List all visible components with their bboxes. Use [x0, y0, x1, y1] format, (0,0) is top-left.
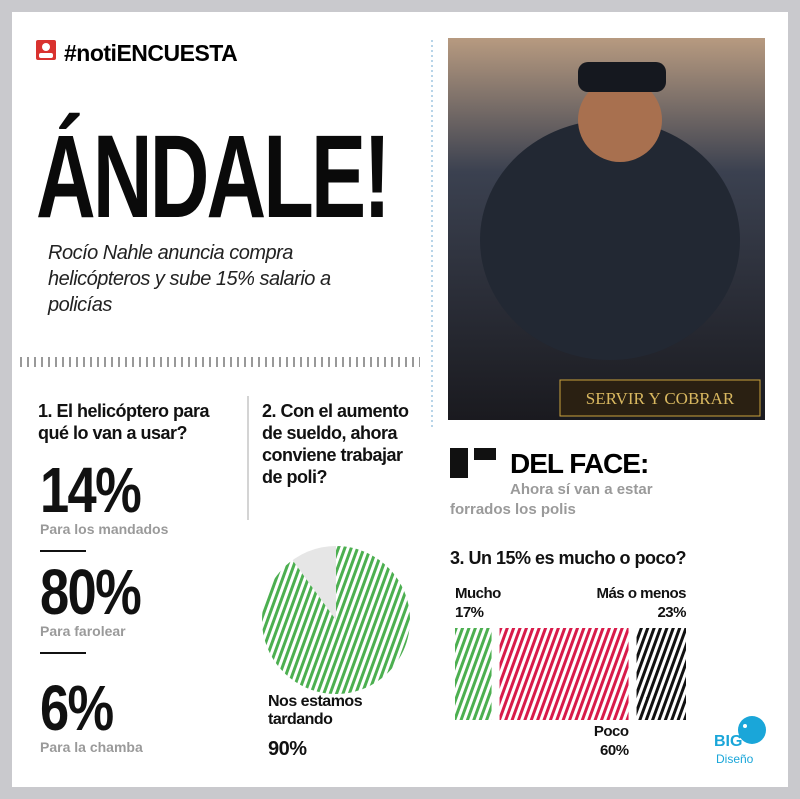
face-quote: Ahora sí van a estar forrados los polis — [450, 481, 653, 518]
q1-question: 1. El helicóptero para qué lo van a usar… — [38, 401, 210, 443]
q3-name: Poco — [593, 723, 629, 740]
q1-label: Para la chamba — [40, 739, 143, 755]
logo-sub: Diseño — [716, 752, 754, 766]
bar-segment — [636, 628, 686, 720]
q3-value-label: 60% — [600, 742, 629, 759]
bar-segment — [499, 628, 629, 720]
q2-value-label: 90% — [268, 738, 307, 760]
q1-value: 6% — [40, 672, 114, 744]
q3-value-label: 23% — [657, 604, 686, 621]
q3-question: 3. Un 15% es mucho o poco? — [450, 548, 687, 568]
q1-label: Para los mandados — [40, 521, 169, 537]
face-icon — [450, 448, 496, 478]
face-title: DEL FACE: — [510, 448, 649, 479]
pie-slice — [262, 546, 411, 695]
q3-value-label: 17% — [455, 604, 484, 621]
q1-value: 14% — [40, 454, 142, 526]
header-tag: #notiENCUESTA — [64, 40, 238, 66]
q2-question: 2. Con el aumento de sueldo, ahora convi… — [262, 401, 409, 487]
bar-segment — [455, 628, 492, 720]
q3-name: Más o menos — [596, 585, 686, 602]
q2-label: Nos estamos tardando — [268, 693, 363, 728]
headline: ÁNDALE! — [36, 111, 391, 243]
q3-name: Mucho — [455, 585, 501, 602]
photo-sign: SERVIR Y COBRAR — [586, 389, 735, 408]
q1-value: 80% — [40, 556, 142, 628]
logo-brand: BIG — [714, 733, 743, 750]
subtitle: Rocío Nahle anuncia compra helicópteros … — [48, 242, 331, 316]
q1-label: Para farolear — [40, 623, 126, 639]
photo: SERVIR Y COBRAR — [448, 38, 765, 420]
logo-icon — [738, 716, 766, 744]
